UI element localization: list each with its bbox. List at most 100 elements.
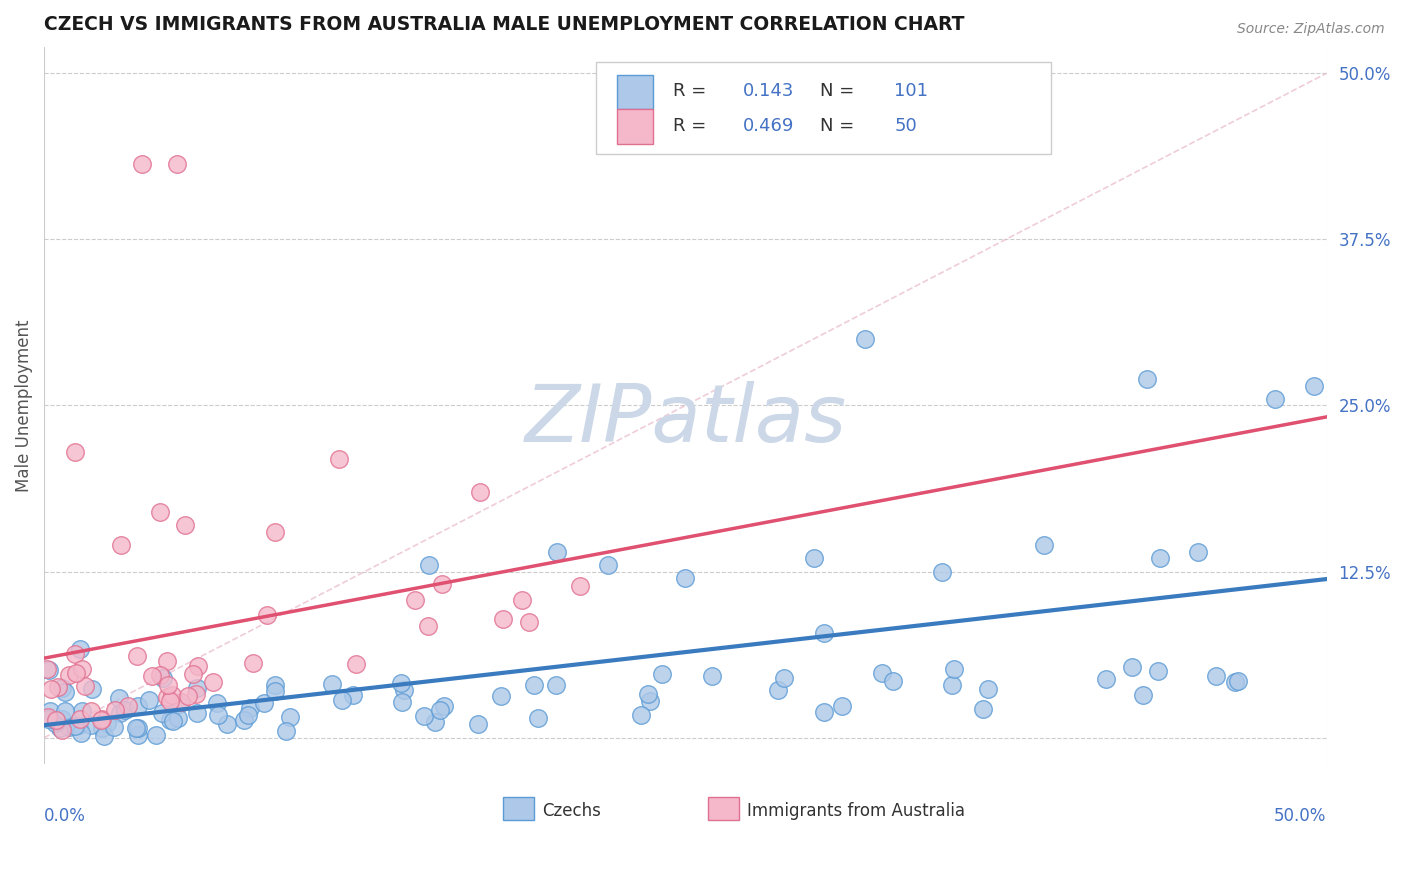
Point bbox=[1121, 660, 1143, 674]
Point bbox=[831, 699, 853, 714]
Point bbox=[1223, 674, 1246, 689]
Point bbox=[264, 678, 287, 692]
Point bbox=[430, 577, 453, 591]
Point bbox=[63, 445, 86, 459]
Point bbox=[51, 681, 73, 695]
Point bbox=[96, 715, 118, 730]
Text: Czechs: Czechs bbox=[541, 802, 600, 820]
Point bbox=[280, 710, 302, 724]
Point bbox=[489, 690, 512, 704]
Point bbox=[413, 709, 436, 723]
Point bbox=[423, 715, 446, 730]
Bar bbox=[617, 109, 654, 144]
Point bbox=[148, 505, 170, 519]
Bar bbox=[503, 797, 534, 820]
Point bbox=[39, 704, 62, 718]
Point bbox=[150, 706, 173, 720]
Point bbox=[127, 721, 149, 735]
Point bbox=[1264, 392, 1286, 406]
Point bbox=[145, 727, 167, 741]
Text: ZIPatlas: ZIPatlas bbox=[524, 381, 846, 458]
Point bbox=[53, 684, 76, 698]
Point bbox=[1149, 551, 1171, 566]
Point bbox=[321, 676, 343, 690]
Point bbox=[131, 156, 153, 170]
Point bbox=[651, 666, 673, 681]
Bar bbox=[617, 75, 654, 109]
Point bbox=[53, 705, 76, 719]
Point bbox=[236, 707, 259, 722]
Text: N =: N = bbox=[820, 117, 860, 135]
Point bbox=[429, 703, 451, 717]
Point bbox=[104, 703, 127, 717]
Point bbox=[159, 713, 181, 727]
Point bbox=[1146, 665, 1168, 679]
Point bbox=[264, 524, 287, 539]
Text: 101: 101 bbox=[894, 82, 928, 100]
Point bbox=[184, 687, 207, 701]
Point bbox=[108, 690, 131, 705]
Point bbox=[882, 673, 904, 688]
Point bbox=[44, 716, 66, 731]
Point bbox=[510, 592, 533, 607]
Point bbox=[328, 451, 350, 466]
Point bbox=[941, 678, 963, 692]
Point bbox=[1136, 372, 1159, 386]
Point bbox=[468, 484, 491, 499]
Point bbox=[80, 718, 103, 732]
Point bbox=[568, 579, 591, 593]
Text: Immigrants from Australia: Immigrants from Australia bbox=[747, 802, 965, 820]
Point bbox=[517, 615, 540, 629]
Point bbox=[766, 682, 789, 697]
Point bbox=[1095, 672, 1118, 686]
Point bbox=[977, 681, 1000, 696]
Point bbox=[156, 654, 179, 668]
Point bbox=[51, 713, 73, 727]
Point bbox=[389, 676, 412, 690]
Point bbox=[870, 665, 893, 680]
Point bbox=[117, 698, 139, 713]
Point bbox=[183, 666, 205, 681]
Point bbox=[256, 607, 278, 622]
Point bbox=[700, 669, 723, 683]
Point bbox=[80, 705, 103, 719]
Point bbox=[41, 681, 63, 696]
Point bbox=[217, 717, 239, 731]
Point bbox=[546, 544, 568, 558]
Point bbox=[416, 619, 439, 633]
Point bbox=[630, 707, 652, 722]
Text: 0.0%: 0.0% bbox=[44, 807, 86, 825]
Text: 0.143: 0.143 bbox=[742, 82, 794, 100]
Text: N =: N = bbox=[820, 82, 860, 100]
Point bbox=[166, 156, 188, 170]
Point bbox=[37, 711, 59, 725]
Point bbox=[233, 714, 256, 728]
Point bbox=[239, 700, 262, 714]
Point bbox=[69, 641, 91, 656]
Point bbox=[1132, 688, 1154, 702]
Point bbox=[853, 332, 876, 346]
Point bbox=[90, 713, 112, 727]
Point bbox=[330, 692, 353, 706]
Text: R =: R = bbox=[672, 117, 711, 135]
Point bbox=[73, 679, 96, 693]
Point bbox=[467, 717, 489, 731]
Point bbox=[201, 674, 224, 689]
Point bbox=[110, 706, 132, 721]
Point bbox=[103, 720, 125, 734]
Point bbox=[177, 690, 200, 704]
Point bbox=[186, 706, 208, 720]
Point bbox=[63, 648, 86, 662]
Point bbox=[1187, 544, 1209, 558]
Point bbox=[527, 711, 550, 725]
Point bbox=[152, 671, 174, 685]
Point bbox=[276, 724, 298, 739]
Point bbox=[38, 664, 60, 678]
Point bbox=[138, 693, 160, 707]
Point bbox=[187, 659, 209, 673]
Point bbox=[942, 662, 965, 676]
Point bbox=[70, 662, 93, 676]
Point bbox=[65, 665, 87, 680]
Point bbox=[127, 698, 149, 713]
Y-axis label: Male Unemployment: Male Unemployment bbox=[15, 319, 32, 491]
